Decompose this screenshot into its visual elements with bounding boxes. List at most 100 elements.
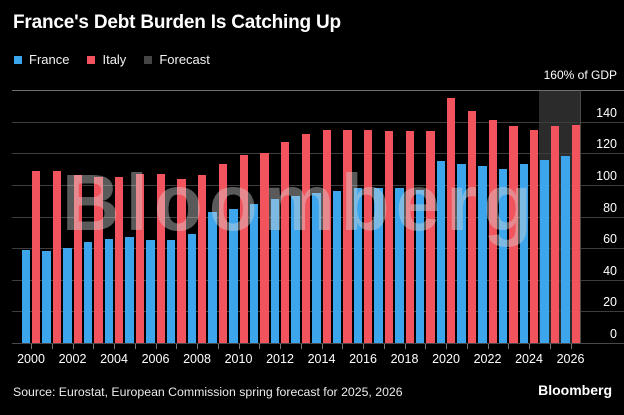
bar-france: [187, 233, 197, 343]
bar-france: [21, 249, 31, 343]
bar-france: [229, 208, 238, 343]
x-axis-tick: [549, 344, 551, 349]
legend: France Italy Forecast: [14, 52, 228, 67]
y-axis-unit-label: 160% of GDP: [543, 68, 617, 82]
x-axis-tick-label: 2002: [58, 352, 87, 366]
bar-italy: [260, 153, 269, 343]
x-axis-tick-label: 2016: [349, 352, 377, 366]
x-axis-tick-label: 2006: [141, 352, 170, 366]
bar-italy: [384, 131, 394, 343]
bar-france: [374, 188, 383, 343]
x-axis-tick-label: 2018: [390, 352, 419, 366]
bar-italy: [509, 126, 518, 343]
x-axis-tick: [176, 344, 178, 349]
bar-italy: [218, 164, 228, 343]
legend-item-italy: Italy: [87, 52, 126, 67]
bar-italy: [488, 120, 497, 343]
bar-italy: [198, 175, 207, 343]
x-axis-tick: [217, 344, 219, 349]
y-axis-tick-label: 140: [596, 105, 617, 120]
y-axis-tick-label: 0: [610, 327, 617, 341]
bar-italy: [52, 170, 62, 343]
bar-france: [42, 251, 51, 343]
bar-italy: [281, 142, 290, 343]
x-axis-tick-label: 2012: [266, 352, 294, 366]
legend-swatch-france-icon: [14, 55, 22, 64]
bar-italy: [239, 154, 248, 343]
bar-italy: [94, 176, 103, 343]
bar-france: [519, 164, 529, 343]
x-axis-tick: [93, 344, 95, 349]
x-axis-tick: [508, 344, 510, 349]
bar-france: [63, 248, 72, 343]
gridline: [12, 153, 624, 155]
x-axis-tick: [31, 344, 32, 349]
x-axis-tick: [529, 344, 530, 349]
y-axis-tick-label: 60: [603, 232, 617, 247]
bar-italy: [364, 129, 373, 343]
legend-swatch-forecast-icon: [144, 55, 153, 64]
x-axis-tick: [280, 344, 281, 349]
legend-label-italy: Italy: [102, 52, 127, 67]
x-axis-tick: [72, 344, 74, 349]
bar-france: [291, 195, 300, 343]
y-axis-tick-label: 100: [596, 168, 617, 183]
bar-france: [436, 161, 446, 343]
bar-france: [332, 191, 342, 343]
x-axis-tick: [321, 344, 323, 349]
x-axis-tick: [259, 344, 261, 349]
legend-label-forecast: Forecast: [159, 52, 210, 67]
x-axis-tick-label: 2026: [556, 352, 585, 366]
bar-italy: [405, 131, 414, 343]
bar-france: [83, 241, 93, 343]
x-axis-tick-label: 2010: [224, 352, 253, 366]
bar-france: [146, 240, 155, 343]
x-axis-tick: [197, 344, 198, 349]
bar-france: [540, 159, 549, 343]
x-axis-baseline: [12, 343, 624, 344]
bar-france: [353, 188, 363, 343]
legend-item-france: France: [14, 52, 69, 67]
bar-italy: [571, 124, 580, 343]
x-axis-tick-label: 2014: [307, 352, 336, 366]
y-axis-tick-label: 20: [603, 295, 617, 310]
bar-italy: [32, 170, 41, 343]
bar-italy: [301, 134, 311, 343]
bar-france: [561, 156, 570, 343]
legend-item-forecast: Forecast: [144, 52, 210, 67]
bar-france: [457, 164, 466, 343]
x-axis-tick: [446, 344, 447, 349]
bar-france: [498, 169, 508, 343]
bar-france: [125, 237, 134, 343]
source-note: Source: Eurostat, European Commission sp…: [13, 385, 403, 399]
bar-italy: [177, 178, 186, 343]
x-axis-tick-label: 2020: [432, 352, 460, 366]
x-axis-tick: [238, 344, 240, 349]
bar-italy: [530, 129, 539, 343]
y-axis-tick-label: 120: [596, 137, 617, 152]
x-axis-tick: [404, 344, 406, 349]
chart-title: France's Debt Burden Is Catching Up: [13, 12, 341, 33]
bar-france: [208, 211, 217, 343]
bar-france: [415, 189, 425, 343]
bar-italy: [322, 129, 331, 343]
gridline: [12, 184, 624, 186]
y-axis-tick-label: 80: [603, 200, 617, 215]
bar-france: [166, 240, 176, 343]
x-axis-tick: [425, 344, 427, 349]
x-axis-tick: [487, 344, 489, 349]
x-axis-tick-label: 2022: [473, 352, 502, 366]
bar-italy: [343, 129, 352, 343]
bar-italy: [467, 110, 477, 343]
bar-italy: [156, 173, 165, 343]
x-axis-tick-label: 2000: [17, 352, 45, 366]
x-axis-tick: [363, 344, 364, 349]
x-axis-tick: [383, 344, 385, 349]
x-axis-tick: [342, 344, 344, 349]
legend-label-france: France: [29, 52, 70, 67]
bar-france: [270, 199, 280, 343]
x-axis-tick-label: 2004: [100, 352, 128, 366]
x-axis-tick: [300, 344, 302, 349]
